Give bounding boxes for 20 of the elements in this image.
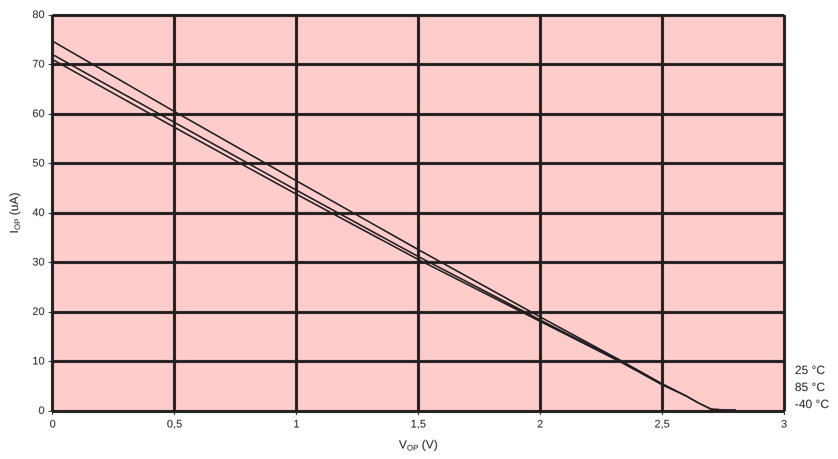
x-tick-label: 1	[293, 418, 300, 430]
y-axis-title: IOP (uA)	[7, 192, 22, 234]
text: 25 °C	[794, 363, 826, 377]
y-tick-label: 60	[32, 108, 45, 120]
x-tick-label: 0	[50, 418, 56, 430]
y-tick-label: 70	[32, 58, 45, 70]
y-tick-label: 10	[32, 356, 45, 368]
text: 85 °C	[794, 380, 826, 394]
text: -40 °C	[794, 397, 830, 411]
x-tick-label: 2	[537, 418, 544, 430]
y-tick-label: 50	[32, 158, 45, 170]
y-tick-label: 0	[38, 405, 45, 417]
x-tick-label: 1,5	[410, 418, 426, 430]
y-tick-label: 80	[32, 9, 45, 21]
y-tick-label: 40	[32, 207, 45, 219]
x-tick-label: 2,5	[654, 418, 670, 430]
x-tick-label: 0,5	[166, 418, 182, 430]
x-tick-label: 3	[780, 418, 788, 430]
y-tick-label: 20	[32, 306, 45, 318]
y-tick-label: 30	[32, 256, 45, 268]
